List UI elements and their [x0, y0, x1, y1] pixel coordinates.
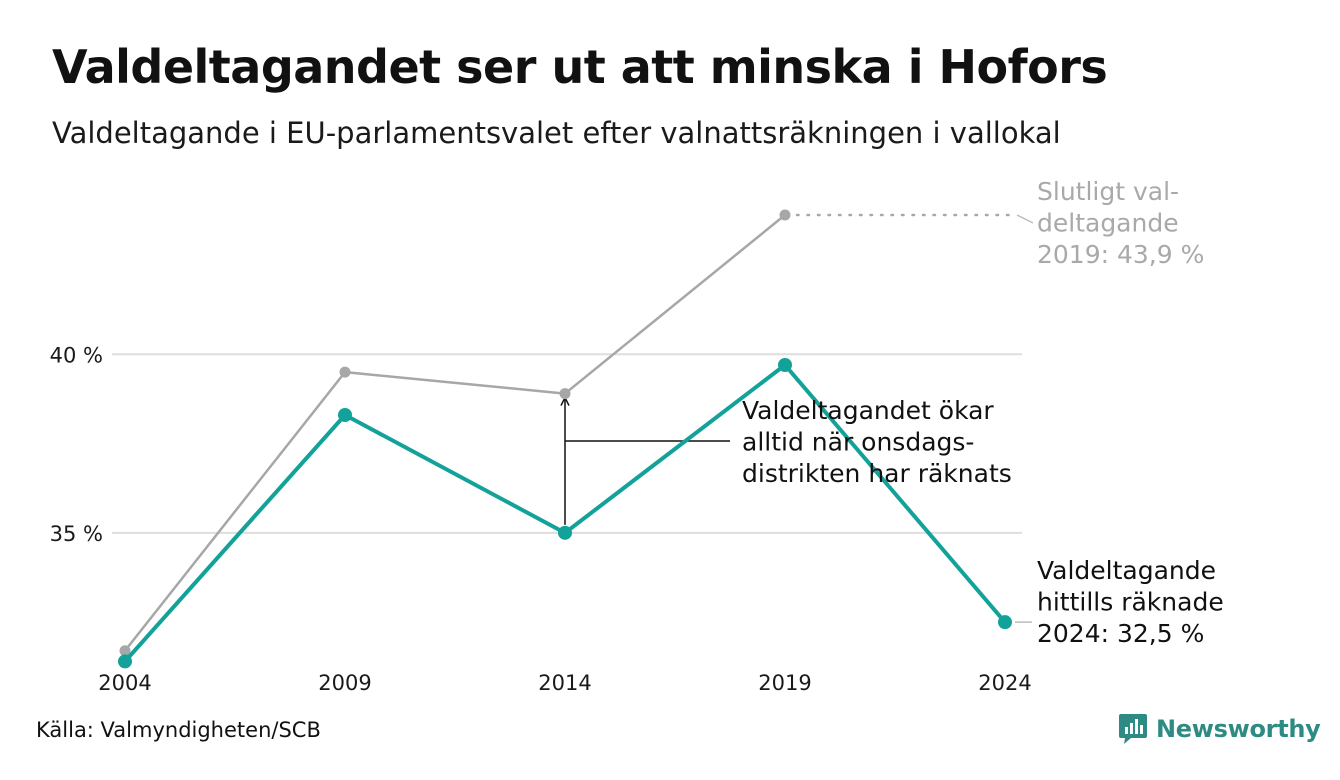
- chart-subtitle: Valdeltagande i EU-parlamentsvalet efter…: [52, 116, 1061, 150]
- x-tick-label: 2014: [538, 671, 591, 695]
- y-axis-ticks: 35 % 40 %: [50, 343, 103, 546]
- final-series-line: [124, 214, 786, 652]
- wednesday-districts-annotation: Valdeltagandet ökar alltid när onsdags-di…: [742, 396, 1012, 488]
- x-axis-ticks: 2004 2009 2014 2019 2024: [98, 671, 1031, 695]
- final-point-2009: [339, 366, 351, 378]
- election_night-point-2019: [778, 358, 792, 372]
- election_night-point-2014: [558, 525, 572, 540]
- newsworthy-logo-icon: [1119, 714, 1147, 744]
- x-tick-label: 2009: [318, 671, 371, 695]
- x-tick-label: 2004: [98, 671, 151, 695]
- y-tick-label: 35 %: [50, 522, 103, 546]
- source-note: Källa: Valmyndigheten/SCB: [36, 718, 321, 742]
- series-layer: [118, 209, 1012, 669]
- election_night-point-2009: [338, 408, 352, 422]
- election_night-point-2004: [118, 654, 132, 669]
- current-2024-annotation: Valdeltagande hittills räknade 2024: 32,5 …: [1037, 556, 1224, 648]
- newsworthy-logo[interactable]: Newsworthy: [1118, 713, 1321, 745]
- chart-title: Valdeltagandet ser ut att minska i Hofor…: [52, 40, 1108, 94]
- final-2019-leader-line: [1016, 214, 1034, 224]
- election_night-point-2024: [998, 615, 1012, 630]
- newsworthy-logo-text: Newsworthy: [1156, 715, 1321, 743]
- final-point-2014: [559, 388, 571, 400]
- annotation-lines: [560, 213, 1034, 623]
- final-point-2019: [779, 209, 791, 221]
- annotations-layer: Slutligt val-deltagande 2019: 43,9 % Valde…: [742, 177, 1224, 648]
- y-tick-label: 40 %: [50, 343, 103, 367]
- x-tick-label: 2019: [758, 671, 811, 695]
- x-tick-label: 2024: [978, 671, 1031, 695]
- final-point-2004: [119, 645, 131, 657]
- final-2019-annotation: Slutligt val-deltagande 2019: 43,9 %: [1037, 177, 1204, 269]
